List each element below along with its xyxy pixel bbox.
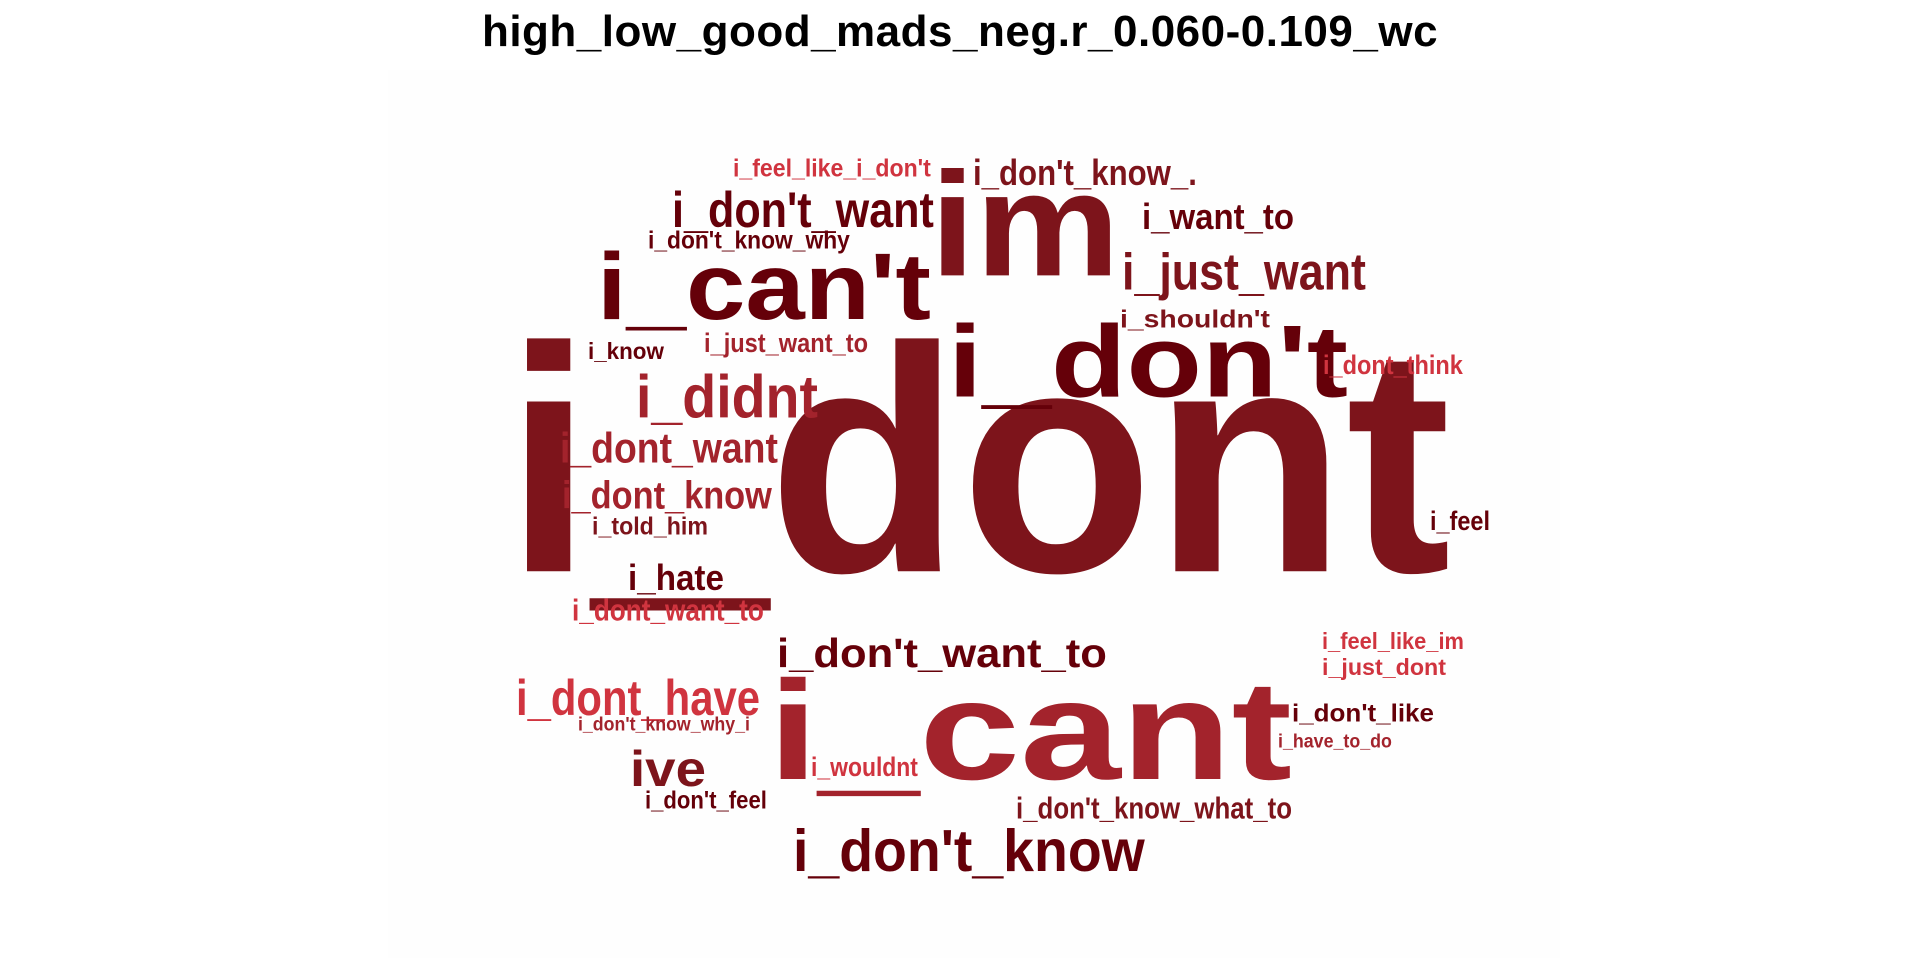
word-i-dont-know-period: i_don't_know_. bbox=[973, 154, 1197, 193]
word-i-want-to: i_want_to bbox=[1142, 198, 1294, 237]
word-i-cant-apos: i_can't bbox=[597, 235, 931, 340]
word-i-dont-know-apos: i_don't_know bbox=[793, 818, 1145, 884]
word-im: im bbox=[930, 141, 1120, 307]
word-i-dont-want-to-apos: i_don't_want_to bbox=[777, 630, 1107, 676]
word-i-told-him: i_told_him bbox=[592, 513, 708, 541]
word-i-dont-know-why-i: i_don't_know_why_i bbox=[578, 713, 750, 735]
word-i-know: i_know bbox=[588, 338, 664, 364]
word-i-dont: i_dont bbox=[505, 282, 1451, 640]
word-i-have-to-do: i_have_to_do bbox=[1278, 730, 1392, 752]
word-i-dont-want-to: i_dont_want_to bbox=[572, 594, 764, 628]
word-i-dont-feel: i_don't_feel bbox=[645, 786, 767, 814]
word-i-dont-have: i_dont_have bbox=[516, 669, 760, 725]
word-i-shouldnt: i_shouldn't bbox=[1120, 305, 1270, 333]
word-i-dont-want-apos: i_don't_want bbox=[672, 182, 934, 238]
word-i-dont-think: i_dont_think bbox=[1323, 351, 1464, 381]
word-i-dont-like: i_don't_like bbox=[1292, 700, 1434, 727]
word-i-feel-like-i-dont: i_feel_like_i_don't bbox=[733, 155, 931, 183]
word-i-dont-apos: i_don't bbox=[948, 305, 1348, 418]
word-i-cant: i_cant bbox=[768, 652, 1292, 809]
word-i-wouldnt: i_wouldnt bbox=[811, 752, 918, 782]
word-i-just-want-to: i_just_want_to bbox=[704, 329, 868, 359]
word-i-didnt: i_didnt bbox=[636, 363, 818, 431]
figure-title: high_low_good_mads_neg.r_0.060-0.109_wc bbox=[481, 7, 1439, 56]
word-i-dont-know-why: i_don't_know_why bbox=[648, 227, 850, 255]
word-i-just-dont: i_just_dont bbox=[1322, 654, 1446, 680]
word-i-hate: i_hate bbox=[628, 559, 724, 598]
word-i-dont-know-what-to: i_don't_know_what_to bbox=[1016, 790, 1292, 824]
word-i-dont-know: i_dont_know bbox=[562, 473, 772, 517]
word-i-feel: i_feel bbox=[1430, 507, 1490, 537]
word-i-feel-like-im: i_feel_like_im bbox=[1322, 628, 1464, 654]
cloud-panel-background bbox=[388, 70, 1560, 958]
word-i-dont-want: i_dont_want bbox=[560, 424, 778, 472]
word-ive: ive bbox=[630, 742, 706, 797]
word-i-just-want: i_just_want bbox=[1122, 244, 1366, 302]
